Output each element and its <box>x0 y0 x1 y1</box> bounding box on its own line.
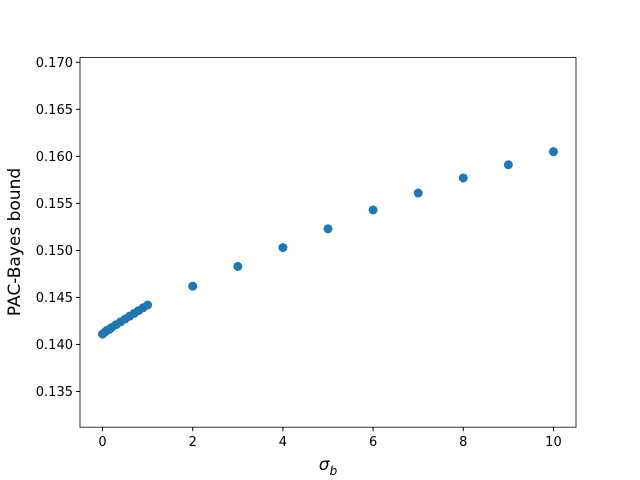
scatter-point <box>413 188 423 198</box>
x-label-symbol: σ <box>319 455 331 475</box>
x-tick-label: 6 <box>369 435 377 450</box>
plot-frame <box>79 57 577 428</box>
y-tick-label: 0.150 <box>36 244 73 259</box>
scatter-point <box>368 205 378 215</box>
x-axis-label: σb <box>319 455 338 478</box>
y-tick-label: 0.160 <box>36 150 73 165</box>
x-tick-label: 2 <box>189 435 197 450</box>
x-tick-label: 4 <box>279 435 287 450</box>
scatter-point <box>458 173 468 183</box>
y-tick-label: 0.135 <box>36 385 73 400</box>
x-label-subscript: b <box>330 464 338 478</box>
scatter-point <box>188 281 198 291</box>
y-tick-label: 0.170 <box>36 56 73 71</box>
y-tick-label: 0.155 <box>36 197 73 212</box>
y-axis-label: PAC-Bayes bound <box>5 168 25 316</box>
scatter-point <box>323 224 333 234</box>
x-tick-label: 8 <box>459 435 467 450</box>
y-tick-label: 0.145 <box>36 291 73 306</box>
scatter-point <box>548 147 558 157</box>
scatter-point <box>278 243 288 253</box>
x-tick-label: 0 <box>98 435 106 450</box>
scatter-point <box>503 160 513 170</box>
y-tick-label: 0.140 <box>36 338 73 353</box>
scatter-point <box>143 300 153 310</box>
x-tick-label: 10 <box>545 435 562 450</box>
scatter-point <box>233 261 243 271</box>
y-tick-label: 0.165 <box>36 103 73 118</box>
